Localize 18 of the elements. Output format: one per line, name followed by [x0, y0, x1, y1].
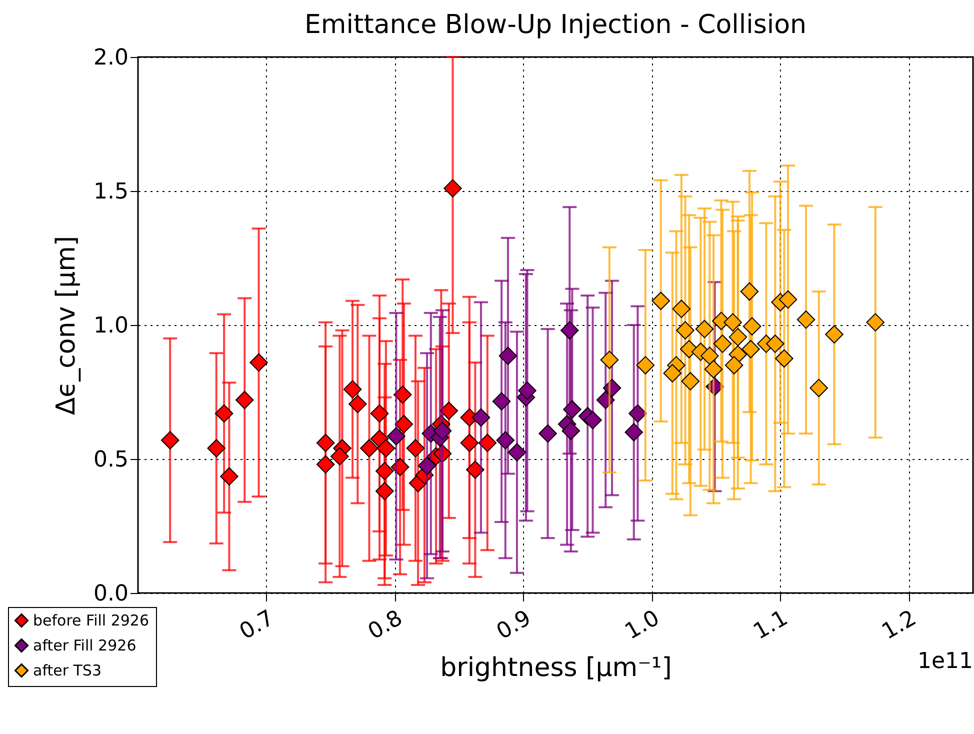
y-tick-label: 1.0	[94, 314, 128, 338]
x-tick-label: 0.7	[236, 606, 278, 645]
y-tick-label: 0.5	[94, 448, 128, 472]
legend-label: after Fill 2926	[33, 636, 136, 654]
y-tick-label: 1.5	[94, 180, 128, 204]
legend-label: after TS3	[33, 662, 102, 680]
y-tick-label: 0.0	[94, 582, 128, 606]
y-axis-title: Δϵ_conv [μm]	[52, 236, 82, 416]
x-tick-label: 0.9	[492, 606, 536, 645]
legend-label: before Fill 2926	[33, 612, 150, 630]
chart-title: Emittance Blow-Up Injection - Collision	[304, 10, 807, 40]
text: 1e11	[917, 649, 973, 674]
x-tick-label: 1.0	[621, 606, 664, 645]
y-tick-label: 2.0	[94, 46, 128, 70]
x-tick-label: 1.2	[878, 606, 921, 645]
x-tick-label: 1.1	[749, 606, 792, 645]
x-tick-label: 0.8	[364, 606, 407, 645]
x-axis-title: brightness [μm⁻¹]	[440, 653, 672, 684]
